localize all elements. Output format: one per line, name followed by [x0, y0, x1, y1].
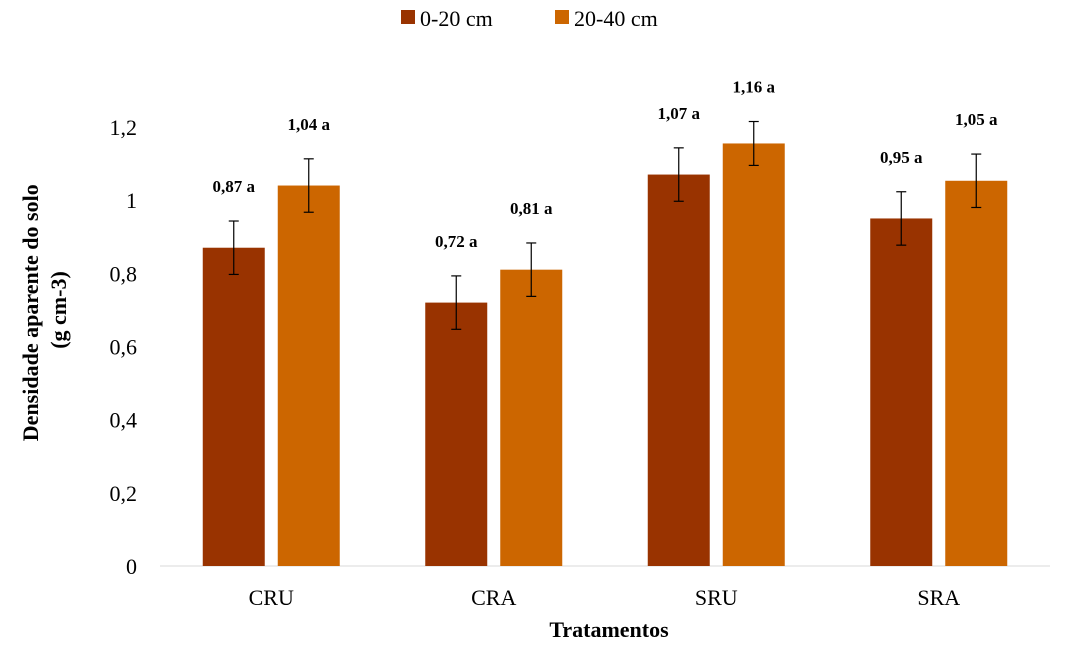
legend: 0-20 cm 20-40 cm [401, 6, 658, 31]
data-label: 0,72 a [435, 232, 478, 251]
y-tick-label: 1 [126, 188, 137, 213]
data-label: 1,05 a [955, 110, 998, 129]
y-axis-ticks: 0 0,2 0,4 0,6 0,8 1 1,2 [110, 115, 138, 579]
error-bar [673, 147, 684, 202]
x-axis-categories: CRU CRA SRU SRA [249, 585, 961, 610]
data-label: 1,07 a [658, 104, 701, 123]
bar-sru-0-20cm [647, 174, 710, 566]
y-tick-label: 0,6 [110, 335, 138, 360]
x-axis-title: Tratamentos [549, 617, 669, 642]
error-bar [526, 242, 537, 297]
bar-sru-20-40cm [722, 143, 785, 566]
legend-swatch-0-20cm [401, 10, 415, 24]
x-tick-label-cra: CRA [471, 585, 516, 610]
bar-sra-20-40cm [945, 180, 1008, 566]
y-tick-label: 0 [126, 554, 137, 579]
x-tick-label-sra: SRA [917, 585, 960, 610]
bar-cru-0-20cm [202, 247, 265, 566]
data-label: 1,16 a [733, 78, 776, 97]
data-label: 0,95 a [880, 148, 923, 167]
error-bar [303, 158, 314, 213]
error-bar [451, 275, 462, 330]
bar-cru-20-40cm [277, 185, 340, 567]
bar-cra-20-40cm [500, 269, 563, 566]
bar-cra-0-20cm [425, 302, 488, 566]
y-tick-label: 0,8 [110, 261, 138, 286]
y-tick-label: 1,2 [110, 115, 138, 140]
y-axis-title-line-1: Densidade aparente do solo [18, 184, 43, 441]
y-axis-title-line-2: (g cm-3) [46, 271, 71, 349]
y-tick-label: 0,4 [110, 408, 138, 433]
legend-swatch-20-40cm [555, 10, 569, 24]
error-bar [896, 191, 907, 246]
y-tick-label: 0,2 [110, 481, 138, 506]
error-bar [228, 220, 239, 276]
bars: 0,87 a 1,04 a 0,72 a 0,81 a 1,07 a 1,16 a 0,95… [202, 78, 1008, 567]
y-axis-title: Densidade aparente do solo (g cm-3) [18, 179, 71, 441]
x-tick-label-sru: SRU [695, 585, 738, 610]
error-bar [971, 153, 982, 209]
data-label: 1,04 a [288, 115, 331, 134]
data-label: 0,87 a [213, 177, 256, 196]
x-tick-label-cru: CRU [249, 585, 294, 610]
data-label: 0,81 a [510, 199, 553, 218]
legend-label-20-40cm: 20-40 cm [574, 6, 658, 31]
legend-label-0-20cm: 0-20 cm [420, 6, 493, 31]
error-bar [748, 120, 759, 167]
bar-sra-0-20cm [870, 218, 933, 567]
